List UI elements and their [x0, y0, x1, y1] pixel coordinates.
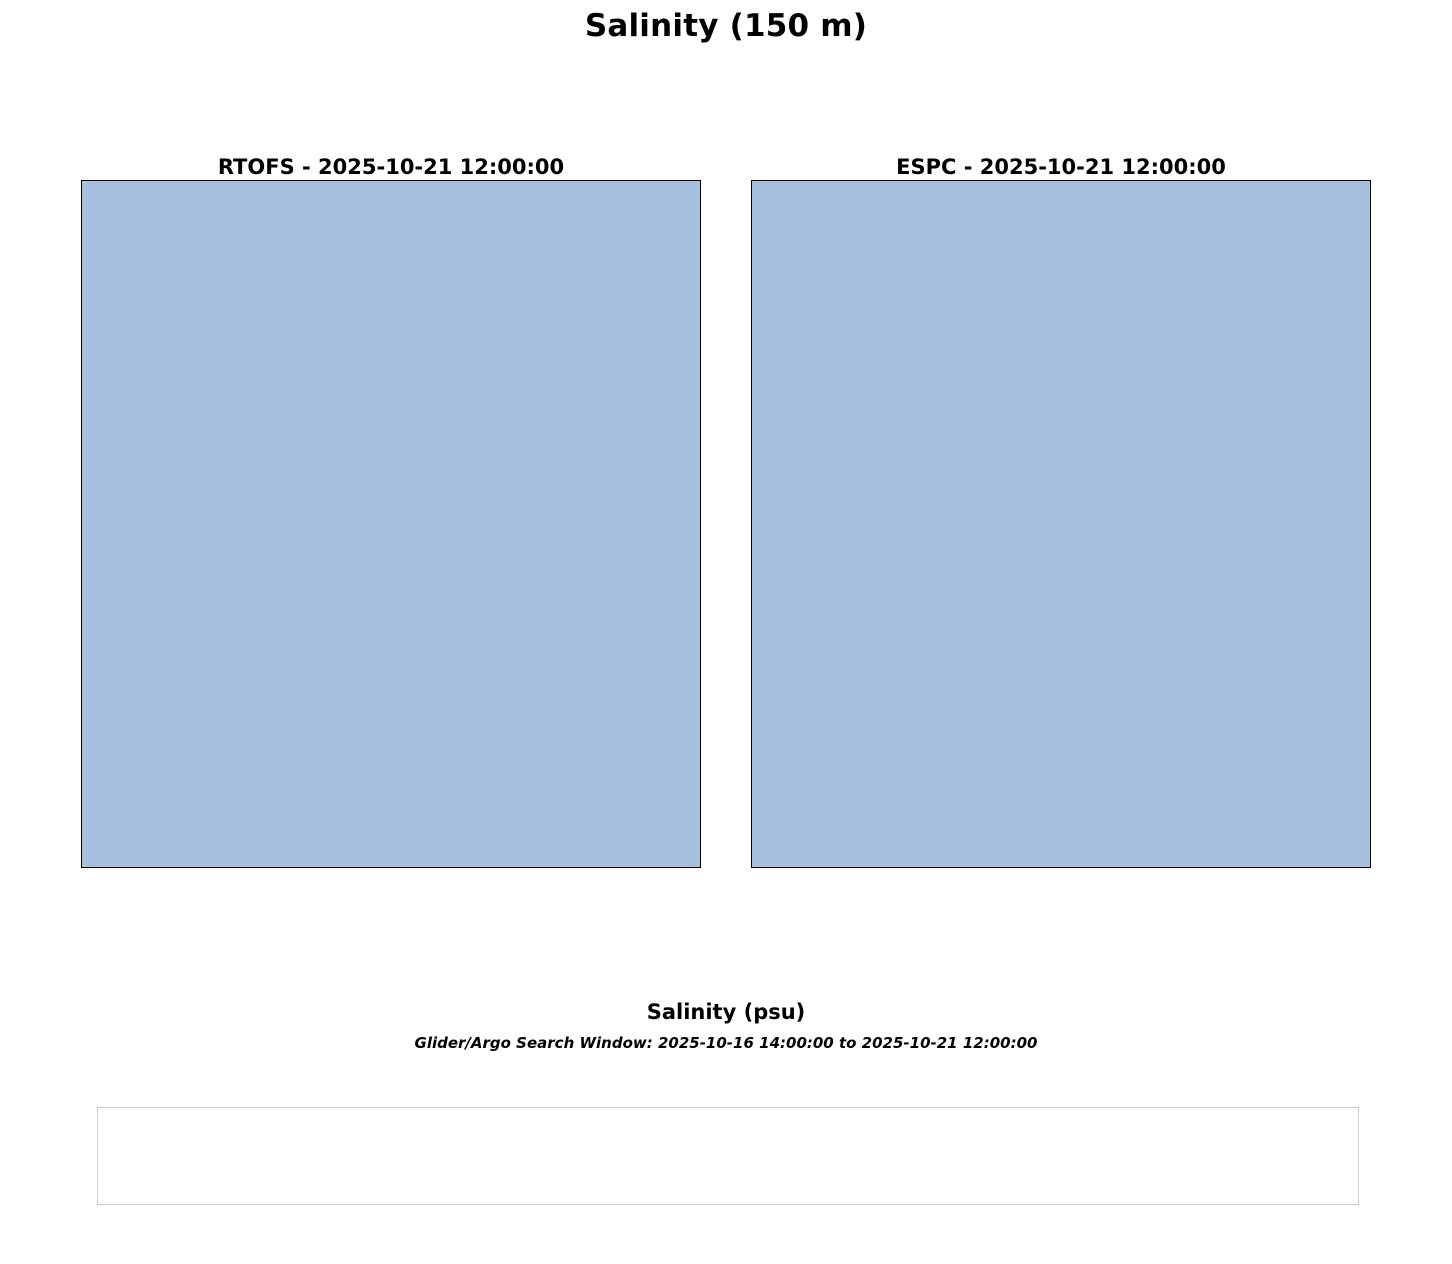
figure-title: Salinity (150 m) — [584, 8, 868, 44]
map-panel-rtofs[interactable] — [81, 180, 701, 868]
search-window-caption: Glider/Argo Search Window: 2025-10-16 14… — [414, 1034, 1038, 1052]
ocean-background — [82, 181, 700, 867]
colorbar-label: Salinity (psu) — [646, 1000, 806, 1024]
legend-box[interactable] — [97, 1107, 1359, 1205]
panel-title-espc: ESPC - 2025-10-21 12:00:00 — [896, 155, 1226, 179]
panel-title-rtofs: RTOFS - 2025-10-21 12:00:00 — [217, 155, 565, 179]
colorbar[interactable] — [113, 944, 1339, 970]
map-panel-espc[interactable] — [751, 180, 1371, 868]
